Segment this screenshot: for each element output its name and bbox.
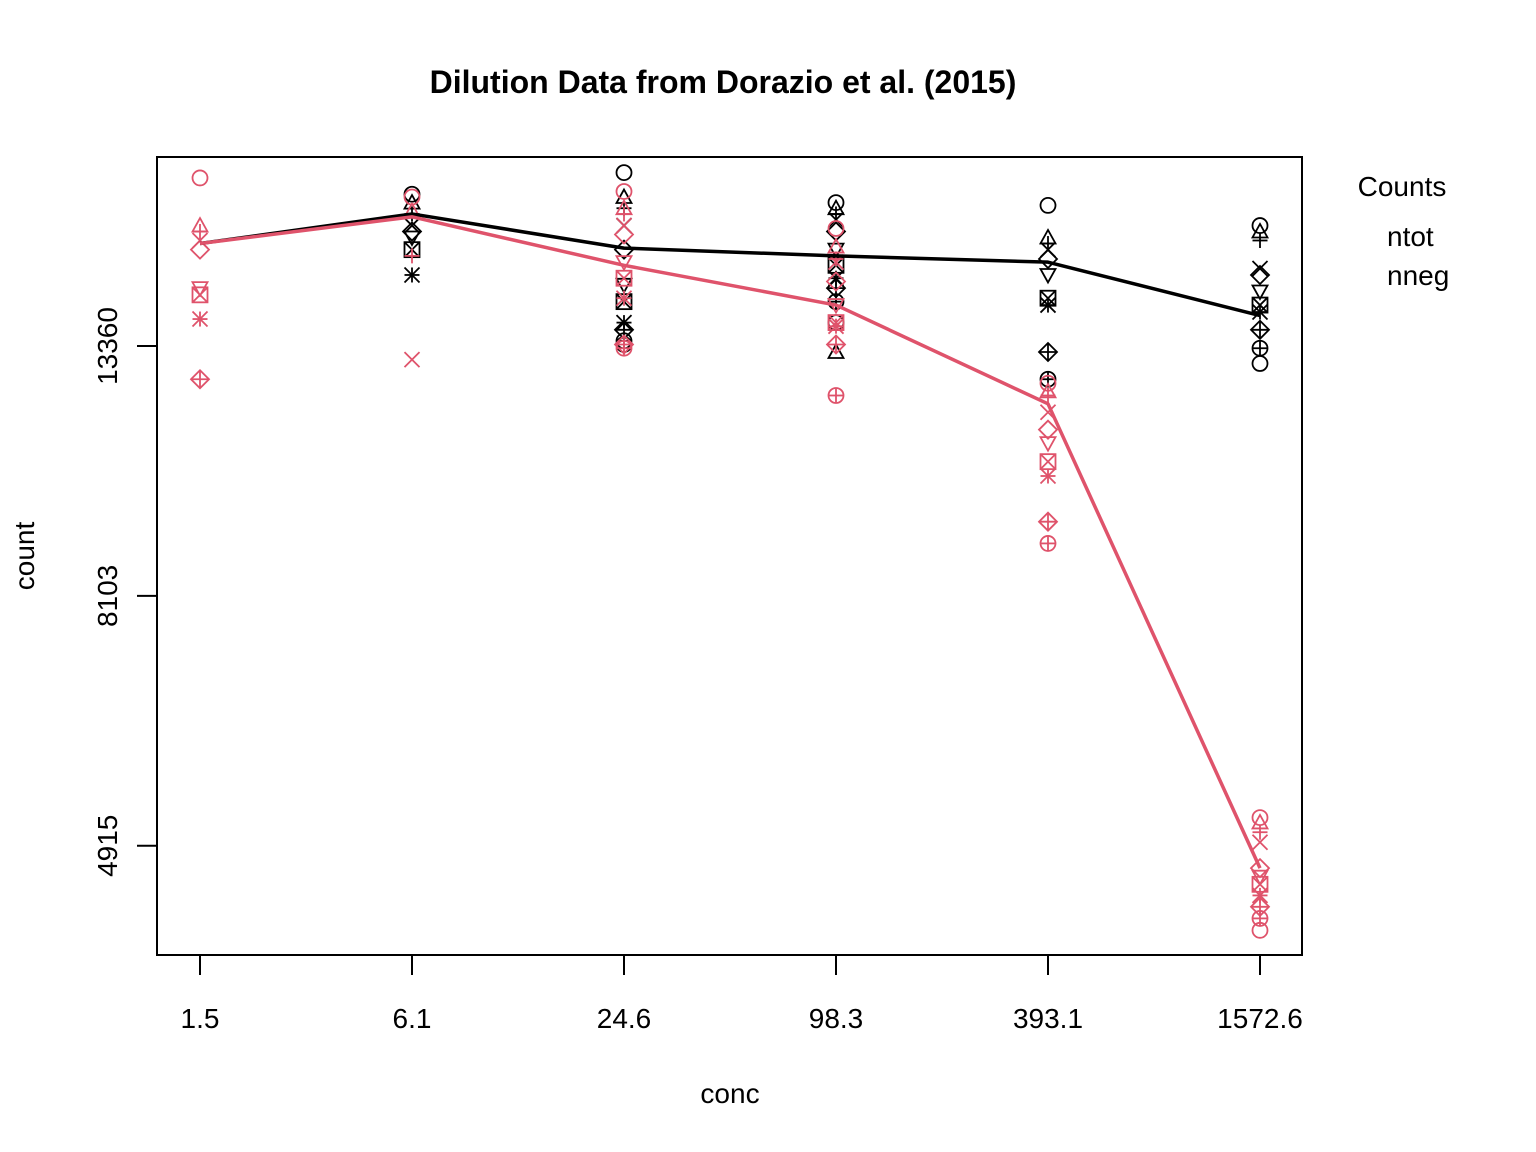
data-point — [616, 206, 632, 222]
data-point — [1037, 419, 1059, 440]
data-point — [1249, 264, 1271, 286]
data-point — [189, 239, 211, 260]
legend-entry-ntot: ntot — [1387, 221, 1434, 252]
y-tick-label: 4915 — [92, 815, 123, 877]
data-point — [1251, 921, 1269, 939]
data-point — [189, 368, 211, 390]
legend-title: Counts — [1358, 171, 1447, 202]
data-point — [403, 351, 421, 368]
data-point — [402, 230, 422, 247]
data-point — [191, 169, 209, 187]
chart-title: Dilution Data from Dorazio et al. (2015) — [430, 64, 1017, 100]
data-point — [615, 269, 633, 287]
data-point — [1251, 355, 1269, 372]
y-tick-label: 8103 — [92, 565, 123, 627]
x-axis-label: conc — [700, 1078, 759, 1109]
data-point — [613, 224, 635, 245]
x-tick-label: 1572.6 — [1217, 1003, 1303, 1034]
x-tick-label: 393.1 — [1013, 1003, 1083, 1034]
data-point — [826, 342, 846, 359]
x-tick-label: 6.1 — [393, 1003, 432, 1034]
data-point — [615, 339, 633, 357]
data-point — [1039, 197, 1057, 214]
data-point — [1249, 319, 1271, 341]
y-tick-label: 13360 — [92, 307, 123, 385]
plot-frame — [156, 156, 1303, 956]
data-point — [1251, 303, 1269, 321]
data-point — [827, 220, 845, 237]
data-point — [1040, 388, 1056, 404]
data-point — [615, 290, 633, 307]
data-point — [615, 164, 633, 182]
data-point — [828, 251, 844, 267]
data-point — [403, 217, 421, 234]
data-point — [825, 271, 847, 292]
data-point — [190, 281, 210, 298]
legend-entry-nneg: nneg — [1387, 260, 1449, 291]
data-point — [403, 266, 421, 284]
data-point — [191, 286, 209, 304]
legend: Counts ntot nneg — [1358, 171, 1450, 291]
data-point — [1251, 339, 1269, 357]
data-point — [827, 387, 845, 404]
data-point — [1039, 467, 1057, 485]
data-point — [1037, 341, 1059, 363]
data-point — [827, 211, 845, 228]
data-point — [1252, 232, 1268, 248]
data-point — [192, 223, 208, 239]
data-point — [404, 248, 420, 264]
data-point — [1037, 511, 1059, 532]
data-point — [1039, 370, 1057, 388]
data-point — [1038, 436, 1058, 453]
data-point — [615, 183, 633, 200]
data-point — [191, 310, 209, 328]
data-point — [1037, 248, 1059, 270]
data-point — [401, 221, 423, 242]
series-line-nneg — [199, 215, 1262, 869]
data-points — [189, 164, 1271, 939]
data-point — [826, 242, 846, 260]
x-tick-label: 1.5 — [181, 1003, 220, 1034]
data-point — [1039, 296, 1057, 314]
data-point — [1250, 284, 1270, 301]
x-tick-label: 24.6 — [597, 1003, 652, 1034]
data-point — [1251, 834, 1269, 851]
x-axis: 1.5 6.1 24.6 98.3 393.1 1572.6 — [181, 954, 1303, 1034]
series-lines — [199, 212, 1262, 869]
y-axis-label: count — [9, 522, 40, 591]
data-point — [827, 318, 845, 335]
data-point — [825, 334, 847, 355]
data-point — [1252, 824, 1268, 840]
data-point — [1251, 260, 1269, 277]
data-point — [1039, 535, 1057, 552]
x-tick-label: 98.3 — [809, 1003, 864, 1034]
y-axis: 4915 8103 13360 — [92, 307, 158, 877]
series-line-ntot — [199, 212, 1261, 318]
data-point — [1039, 453, 1057, 471]
data-point — [1038, 268, 1058, 285]
